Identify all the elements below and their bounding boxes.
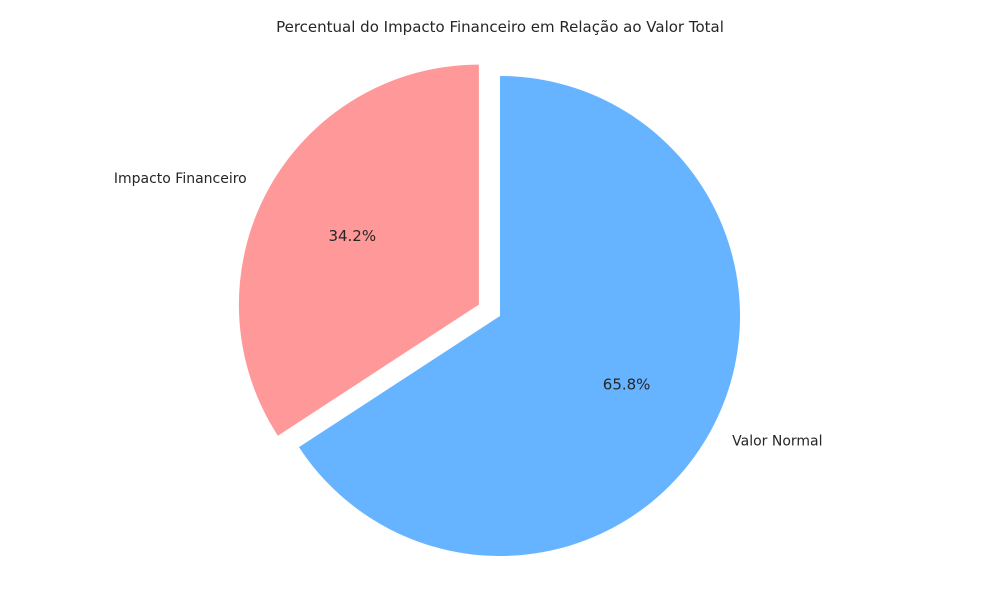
pie-slice-valor-normal: [298, 76, 740, 556]
pie-labels: 34.2% Impacto Financeiro 65.8% Valor Normal: [114, 171, 823, 450]
pie-category-label: Impacto Financeiro: [114, 171, 247, 187]
pie-slices: [238, 64, 740, 556]
pie-category-label: Valor Normal: [732, 434, 822, 450]
pie-percent-label: 34.2%: [328, 227, 376, 245]
pie-slice-impacto-financeiro: [238, 64, 479, 436]
chart-title: Percentual do Impacto Financeiro em Rela…: [276, 18, 724, 36]
pie-percent-label: 65.8%: [603, 376, 651, 394]
